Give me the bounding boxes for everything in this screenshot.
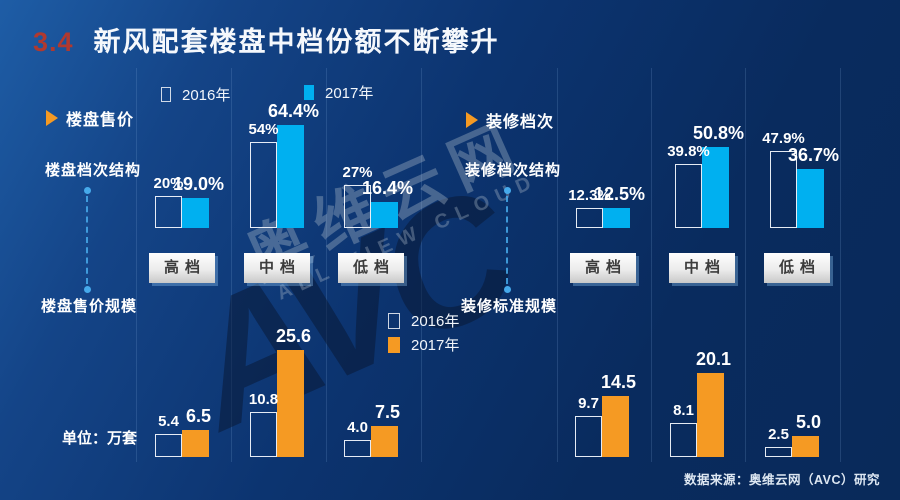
left-section-title: 楼盘售价 <box>66 112 135 129</box>
bar-label-2016年-低档: 4.0 <box>347 419 368 436</box>
bar-2016年-高档 <box>575 416 602 457</box>
bar-label-2016年-高档: 5.4 <box>158 413 179 430</box>
bar-label-2017年-低档: 16.4% <box>361 178 414 198</box>
background-gridline <box>840 68 841 462</box>
bar-label-2016年-中档: 54% <box>248 121 279 138</box>
right-section-title: 装修档次 <box>486 114 555 131</box>
bar-2017年-高档 <box>603 208 630 228</box>
bar-label-2017年-中档: 25.6 <box>275 326 312 346</box>
left-structure-label: 楼盘档次结构 <box>45 162 142 179</box>
legend-bottom-2017: 2017年 <box>388 334 459 355</box>
bar-label-2016年-低档: 2.5 <box>768 426 789 443</box>
bar-2017年-低档 <box>797 169 824 228</box>
triangle-bullet-icon <box>466 112 478 128</box>
category-button-低档: 低档 <box>764 253 830 283</box>
legend-label-2017: 2017年 <box>325 85 374 102</box>
bar-label-2016年-高档: 9.7 <box>578 395 599 412</box>
right-scale-label: 装修标准规模 <box>461 298 558 315</box>
bar-2017年-低档 <box>792 436 819 457</box>
bar-2016年-低档 <box>770 151 797 228</box>
left-scale-label: 楼盘售价规模 <box>41 298 138 315</box>
bar-2017年-高档 <box>182 198 209 228</box>
category-button-中档: 中档 <box>244 253 310 283</box>
legend-swatch-cyan <box>304 85 314 100</box>
background-gridline <box>745 68 746 462</box>
triangle-bullet-icon <box>46 110 58 126</box>
legend-bottom-2016: 2016年 <box>388 310 459 331</box>
background-gridline <box>326 68 327 462</box>
unit-label: 单位：万套 <box>62 430 138 447</box>
bar-label-2016年-中档: 8.1 <box>673 402 694 419</box>
page-title: 3.4 新风配套楼盘中档份额不断攀升 <box>33 20 500 59</box>
legend-swatch-orange <box>388 336 400 353</box>
category-button-高档: 高档 <box>570 253 636 283</box>
category-button-低档: 低档 <box>338 253 404 283</box>
bar-label-2017年-高档: 12.5% <box>593 184 646 204</box>
bar-2017年-中档 <box>702 147 729 228</box>
bar-2017年-低档 <box>371 202 398 228</box>
bar-2016年-中档 <box>670 423 697 457</box>
bar-2016年-低档 <box>344 185 371 228</box>
right-section-header: 装修档次 <box>466 108 554 132</box>
bar-2017年-中档 <box>697 373 724 457</box>
legend-top-2016: 2016年 <box>161 84 230 105</box>
right-structure-label: 装修档次结构 <box>465 162 562 179</box>
bar-2016年-中档 <box>675 164 702 228</box>
bar-label-2017年-高档: 14.5 <box>600 372 637 392</box>
bar-label-2017年-低档: 5.0 <box>795 412 822 432</box>
bar-label-2017年-中档: 20.1 <box>695 349 732 369</box>
bar-2016年-高档 <box>155 196 182 228</box>
data-source: 数据来源：奥维云网（AVC）研究 <box>684 473 880 487</box>
bar-2016年-高档 <box>155 434 182 457</box>
bar-label-2016年-低档: 47.9% <box>762 130 805 147</box>
right-dashed-connector <box>504 187 511 293</box>
bar-label-2017年-高档: 6.5 <box>185 406 212 426</box>
category-button-高档: 高档 <box>149 253 215 283</box>
title-text: 新风配套楼盘中档份额不断攀升 <box>93 27 500 57</box>
bar-2016年-中档 <box>250 142 277 228</box>
bar-2017年-低档 <box>371 426 398 457</box>
bar-label-2016年-低档: 27% <box>342 164 373 181</box>
bar-label-2016年-中档: 39.8% <box>667 143 710 160</box>
bar-2017年-中档 <box>277 125 304 228</box>
bar-label-2016年-中档: 10.8 <box>248 391 279 408</box>
legend-label-2016: 2016年 <box>411 313 460 330</box>
legend-label-2017: 2017年 <box>411 337 460 354</box>
bar-2017年-高档 <box>602 396 629 457</box>
legend-swatch-outline <box>161 87 171 102</box>
background-gridline <box>136 68 137 462</box>
background-gridline <box>231 68 232 462</box>
bar-2016年-低档 <box>344 440 371 457</box>
bar-2017年-高档 <box>182 430 209 457</box>
background-gridline <box>557 68 558 462</box>
bar-2016年-低档 <box>765 447 792 457</box>
bar-label-2016年-高档: 12.3% <box>568 187 611 204</box>
category-button-中档: 中档 <box>669 253 735 283</box>
background-gridline <box>421 68 422 462</box>
bar-2017年-中档 <box>277 350 304 457</box>
bar-label-2017年-低档: 7.5 <box>374 402 401 422</box>
background-gridline <box>651 68 652 462</box>
left-section-header: 楼盘售价 <box>46 106 134 130</box>
bar-label-2016年-高档: 20% <box>153 175 184 192</box>
left-dashed-connector <box>84 187 91 293</box>
legend-top-2017: 2017年 <box>304 82 373 103</box>
legend-swatch-outline <box>388 312 400 329</box>
bar-2016年-中档 <box>250 412 277 457</box>
bar-label-2017年-中档: 50.8% <box>692 123 745 143</box>
legend-label-2016: 2016年 <box>182 87 231 104</box>
bar-label-2017年-中档: 64.4% <box>267 101 320 121</box>
section-number: 3.4 <box>33 27 74 57</box>
bar-label-2017年-低档: 36.7% <box>787 145 840 165</box>
bar-label-2017年-高档: 19.0% <box>172 174 225 194</box>
bar-2016年-高档 <box>576 208 603 228</box>
